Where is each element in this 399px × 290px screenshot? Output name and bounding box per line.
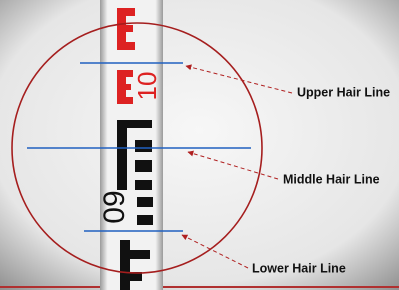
label: Middle Hair Line <box>283 172 380 186</box>
levelling-staff: 10 09 <box>98 0 163 290</box>
diagram: 10 09 Upper Hair Line Middle Hair Line L… <box>0 0 399 290</box>
staff-number: 09 <box>98 190 131 223</box>
label: Lower Hair Line <box>252 261 346 275</box>
staff-number: 10 <box>132 72 162 101</box>
label: Upper Hair Line <box>297 85 390 99</box>
